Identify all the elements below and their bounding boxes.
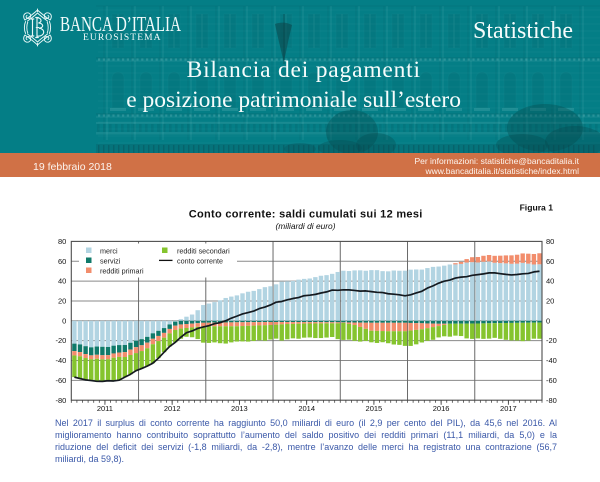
svg-text:0: 0 [546,316,550,325]
svg-text:servizi: servizi [100,256,121,265]
svg-text:(miliardi di euro): (miliardi di euro) [275,221,335,231]
svg-text:-40: -40 [55,356,66,365]
svg-text:-20: -20 [546,336,557,345]
svg-text:-60: -60 [546,376,557,385]
svg-text:redditi primari: redditi primari [100,266,144,275]
svg-text:2014: 2014 [298,404,315,413]
svg-text:20: 20 [546,297,554,306]
svg-text:2011: 2011 [97,404,113,413]
svg-text:2012: 2012 [164,404,181,413]
svg-text:-40: -40 [546,356,557,365]
svg-text:2017: 2017 [500,404,517,413]
svg-text:-60: -60 [55,376,66,385]
svg-text:2016: 2016 [433,404,450,413]
svg-text:Conto corrente: saldi cumulati: Conto corrente: saldi cumulati sui 12 me… [189,209,423,221]
svg-text:40: 40 [58,277,66,286]
svg-text:-80: -80 [546,396,557,405]
svg-text:80: 80 [546,237,554,246]
svg-text:Figura 1: Figura 1 [520,203,554,213]
svg-text:2013: 2013 [231,404,248,413]
svg-text:20: 20 [58,297,66,306]
svg-text:-20: -20 [55,336,66,345]
svg-text:conto corrente: conto corrente [177,256,223,265]
svg-text:60: 60 [546,257,554,266]
svg-text:40: 40 [546,277,554,286]
svg-text:80: 80 [58,237,66,246]
svg-text:redditi secondari: redditi secondari [177,246,230,255]
svg-text:-80: -80 [55,396,66,405]
svg-text:2015: 2015 [366,404,383,413]
svg-text:60: 60 [58,257,66,266]
svg-text:merci: merci [100,246,118,255]
svg-text:0: 0 [62,316,66,325]
